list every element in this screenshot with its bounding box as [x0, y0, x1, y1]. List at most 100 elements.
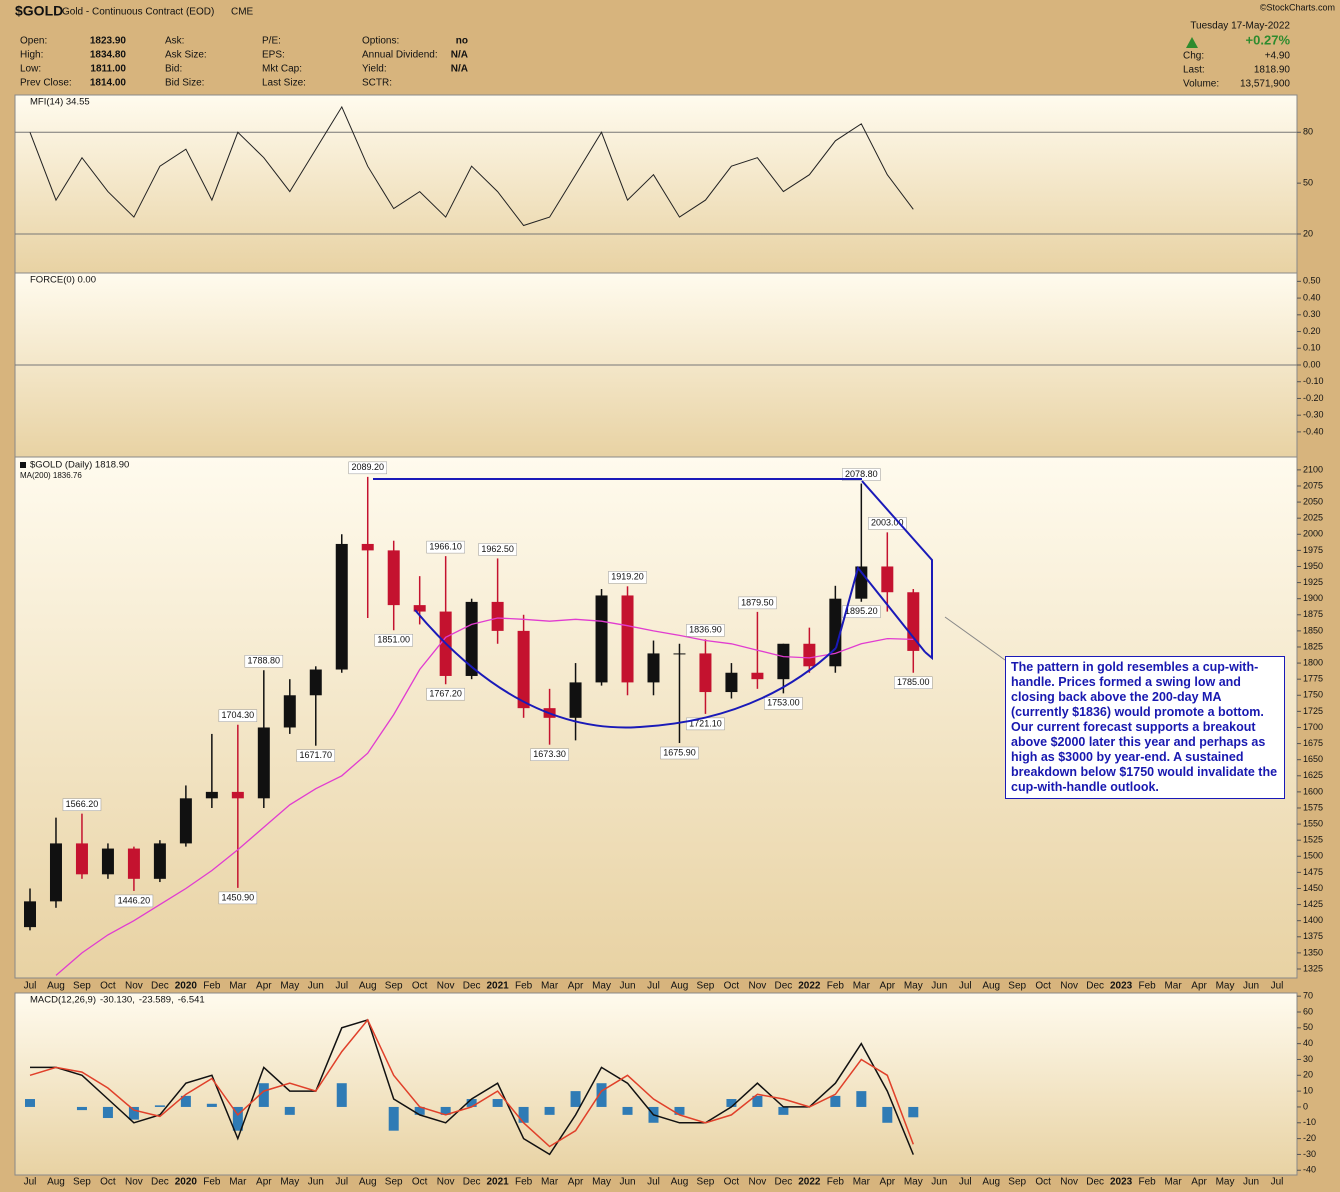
- candle-body: [907, 592, 920, 651]
- x-tick-label: Sep: [1008, 1177, 1026, 1188]
- legend-swatch: [20, 462, 26, 468]
- x-tick-label: 2022: [798, 981, 821, 992]
- x-tick-label: Sep: [385, 981, 403, 992]
- histogram-bar: [674, 1106, 685, 1115]
- x-tick-label: 2021: [487, 1177, 510, 1188]
- x-tick-label: Oct: [1035, 981, 1051, 992]
- histogram-bar: [882, 1106, 893, 1123]
- x-tick-label: Jul: [1271, 981, 1284, 992]
- x-tick-label: Jul: [335, 1177, 348, 1188]
- swing-label: 1767.20: [429, 689, 462, 699]
- swing-label: 1753.00: [767, 698, 800, 708]
- candle-body: [517, 630, 530, 709]
- quote-label: Last:: [1183, 65, 1205, 76]
- x-tick-label: Dec: [463, 1177, 481, 1188]
- quote-value: +4.90: [1265, 51, 1291, 62]
- candle-body: [283, 695, 296, 728]
- candle-body: [335, 543, 348, 670]
- macd-line: [30, 1018, 914, 1156]
- candle-body: [647, 653, 660, 683]
- legend-entry: $GOLD (Daily) 1818.90: [30, 460, 129, 471]
- histogram-bar: [908, 1106, 919, 1118]
- quote-label: Chg:: [1183, 51, 1204, 62]
- y-tick-label: 1375: [1303, 931, 1323, 941]
- histogram-bar: [258, 1083, 269, 1107]
- histogram-bar: [544, 1106, 555, 1115]
- y-tick-label: -20: [1303, 1133, 1316, 1143]
- swing-label: 1879.50: [741, 597, 774, 607]
- stat-label: Open:: [20, 36, 47, 47]
- x-tick-label: Feb: [515, 981, 533, 992]
- y-tick-label: 40: [1303, 1038, 1313, 1048]
- swing-label: 1836.90: [689, 625, 722, 635]
- x-tick-label: 2023: [1110, 981, 1133, 992]
- handle-lower: [835, 565, 926, 653]
- y-tick-label: 0.10: [1303, 343, 1321, 353]
- x-tick-label: May: [904, 1177, 923, 1188]
- y-tick-label: 50: [1303, 1022, 1313, 1032]
- y-tick-label: 1800: [1303, 657, 1323, 667]
- x-tick-label: Oct: [1035, 1177, 1051, 1188]
- candle-body: [569, 682, 582, 718]
- swing-label: 1704.30: [222, 710, 255, 720]
- x-tick-label: Mar: [1164, 981, 1182, 992]
- x-tick-label: Sep: [385, 1177, 403, 1188]
- histogram-bar: [128, 1106, 139, 1120]
- histogram-bar: [232, 1106, 243, 1131]
- x-tick-label: Aug: [359, 1177, 377, 1188]
- y-tick-label: 60: [1303, 1006, 1313, 1016]
- x-tick-label: Nov: [1060, 1177, 1078, 1188]
- x-tick-label: Aug: [671, 981, 689, 992]
- x-tick-label: Apr: [256, 1177, 272, 1188]
- symbol: $GOLD: [15, 3, 63, 19]
- y-tick-label: 2025: [1303, 513, 1323, 523]
- x-tick-label: Feb: [203, 981, 221, 992]
- candle-body: [49, 843, 62, 902]
- histogram-bar: [492, 1099, 503, 1107]
- swing-label: 2078.80: [845, 469, 878, 479]
- y-tick-label: 0.30: [1303, 309, 1321, 319]
- x-tick-label: Jun: [931, 981, 947, 992]
- swing-marker: [348, 461, 387, 475]
- quote-label: Volume:: [1183, 79, 1219, 90]
- histogram-bar: [414, 1106, 425, 1115]
- x-tick-label: May: [280, 1177, 299, 1188]
- x-tick-label: Apr: [568, 981, 584, 992]
- histogram-bar: [570, 1091, 581, 1107]
- x-tick-label: Jun: [1243, 1177, 1259, 1188]
- x-tick-label: Mar: [229, 981, 247, 992]
- y-tick-label: 1750: [1303, 690, 1323, 700]
- y-tick-label: 1625: [1303, 770, 1323, 780]
- swing-label: 1446.20: [118, 895, 151, 905]
- y-tick-label: 1850: [1303, 625, 1323, 635]
- x-tick-label: Nov: [749, 1177, 767, 1188]
- y-tick-label: 1950: [1303, 561, 1323, 571]
- x-tick-label: Jul: [959, 1177, 972, 1188]
- histogram-bar: [284, 1106, 295, 1115]
- x-tick-label: Dec: [774, 981, 792, 992]
- y-tick-label: 1325: [1303, 963, 1323, 973]
- histogram-bar: [180, 1095, 191, 1107]
- histogram-bar: [518, 1106, 529, 1123]
- candle-body: [231, 791, 244, 799]
- stat-label: Yield:: [362, 64, 387, 75]
- panel-title: MFI(14) 34.55: [30, 97, 90, 108]
- stat-label: EPS:: [262, 50, 285, 61]
- x-tick-label: Nov: [749, 981, 767, 992]
- candle-body: [491, 601, 504, 631]
- y-tick-label: 2100: [1303, 464, 1323, 474]
- x-tick-label: Mar: [229, 1177, 247, 1188]
- y-tick-label: 2000: [1303, 529, 1323, 539]
- change-percent: +0.27%: [1246, 32, 1291, 47]
- candle-body: [751, 672, 764, 680]
- candle-body: [361, 543, 374, 551]
- x-tick-label: Sep: [73, 1177, 91, 1188]
- moving-average: [55, 617, 914, 976]
- candle-body: [595, 595, 608, 683]
- x-tick-label: Feb: [827, 1177, 845, 1188]
- stat-value: N/A: [451, 50, 468, 61]
- x-tick-label: Sep: [73, 981, 91, 992]
- histogram-bar: [102, 1106, 113, 1119]
- x-tick-label: Dec: [774, 1177, 792, 1188]
